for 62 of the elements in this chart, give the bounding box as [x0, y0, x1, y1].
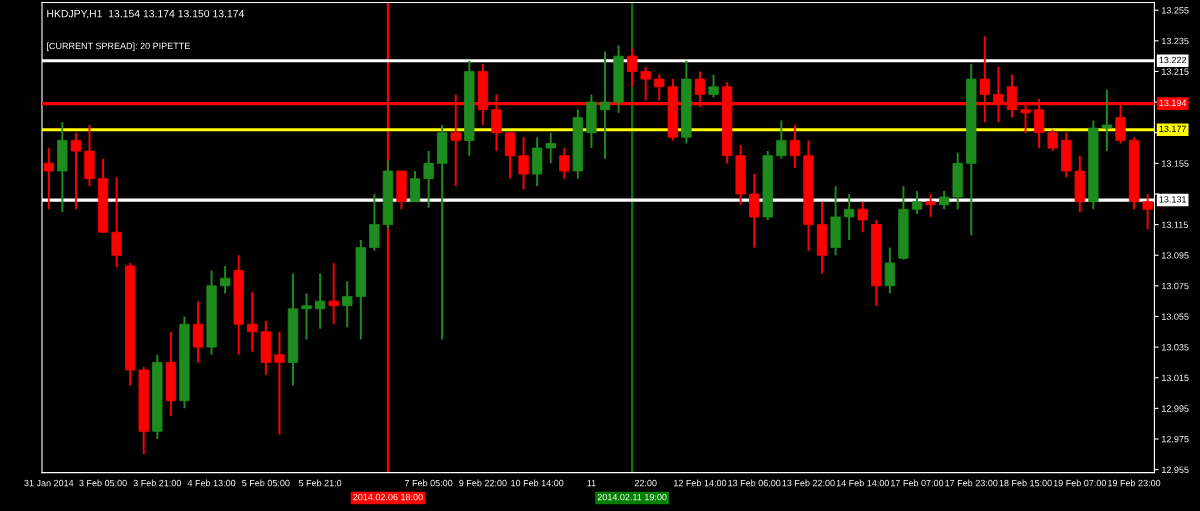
x-tick-label: 31 Jan 2014	[24, 479, 74, 487]
y-tick-label: 13.015	[1162, 374, 1189, 382]
y-tick-label: 13.155	[1162, 160, 1189, 167]
candlestick	[844, 193, 855, 241]
y-tick-label: 13.095	[1162, 252, 1189, 259]
x-tick-label: 7 Feb 05:00	[405, 479, 453, 487]
candlestick	[531, 136, 543, 188]
y-tick-label: 12.995	[1162, 405, 1189, 412]
x-tick-label: 2014.02.06 18:00	[353, 493, 423, 501]
y-tick-label: 13.035	[1162, 344, 1189, 351]
y-tick-label: 13.075	[1162, 282, 1189, 290]
x-tick-label: 17 Feb 07:00	[891, 479, 944, 487]
y-tick-label: 13.115	[1162, 221, 1188, 228]
x-tick-label: 9 Feb 22:00	[459, 479, 507, 487]
x-tick-label: 13 Feb 06:00	[728, 479, 781, 487]
candlestick	[1142, 193, 1153, 231]
annotation: [CURRENT SPREAD]: 20 PIPETTE	[47, 42, 190, 51]
ref-line-label: 13.194	[1159, 99, 1187, 107]
candlestick	[559, 147, 570, 180]
y-tick-label: 12.975	[1162, 435, 1189, 443]
candlestick	[938, 189, 950, 211]
candlestick	[84, 124, 95, 188]
x-tick-label: 14 Feb 14:00	[836, 479, 889, 487]
candlestick	[518, 136, 529, 191]
x-tick-label: 12 Feb 14:00	[674, 479, 727, 487]
candlestick	[925, 193, 936, 218]
y-tick-label: 13.215	[1162, 68, 1189, 75]
x-tick-label: 18 Feb 15:00	[999, 479, 1052, 487]
candlestick	[247, 291, 258, 353]
candlestick	[708, 73, 719, 99]
candlestick	[884, 246, 896, 295]
x-tick-label: 10 Feb 14:00	[511, 479, 564, 487]
candlestick	[545, 131, 556, 165]
candlestick	[1101, 88, 1113, 153]
ref-line-label: 13.222	[1159, 56, 1187, 64]
candlestick	[857, 200, 868, 234]
x-tick-label: 3 Feb 21:00	[133, 479, 182, 487]
candlestick	[301, 292, 312, 341]
ref-line-label: 13.177	[1159, 125, 1187, 133]
candlestick	[274, 330, 285, 436]
candlestick	[749, 173, 760, 249]
x-tick-label: 5 Feb 21:0	[298, 479, 342, 487]
ref-line-label: 13.131	[1159, 196, 1187, 203]
x-tick-label: 11	[587, 479, 596, 487]
x-tick-label: 5 Feb 05:00	[242, 479, 290, 487]
x-tick-label: 13 Feb 22:00	[782, 479, 835, 487]
x-tick-label: 17 Feb 23:00	[945, 479, 998, 487]
candlestick	[396, 170, 407, 211]
text: HKDJPY,H1 13.154 13.174 13.150 13.174	[47, 9, 245, 19]
x-tick-label: 3 Feb 05:00	[79, 479, 127, 487]
x-tick-label: 4 Feb 13:00	[187, 479, 236, 487]
candlestick	[43, 147, 54, 211]
y-tick-label: 13.255	[1162, 7, 1189, 14]
x-tick-label: 19 Feb 07:00	[1053, 479, 1107, 487]
x-tick-label: 19 Feb 23:00	[1108, 479, 1161, 487]
x-tick-label: 22:00	[634, 479, 657, 487]
x-tick-label: 2014.02.11 19:00	[597, 493, 667, 501]
y-tick-label: 13.235	[1162, 37, 1189, 45]
y-tick-label: 12.955	[1162, 466, 1189, 473]
y-tick-label: 13.055	[1162, 313, 1189, 320]
candlestick	[219, 264, 231, 295]
candlestick	[1047, 128, 1058, 153]
